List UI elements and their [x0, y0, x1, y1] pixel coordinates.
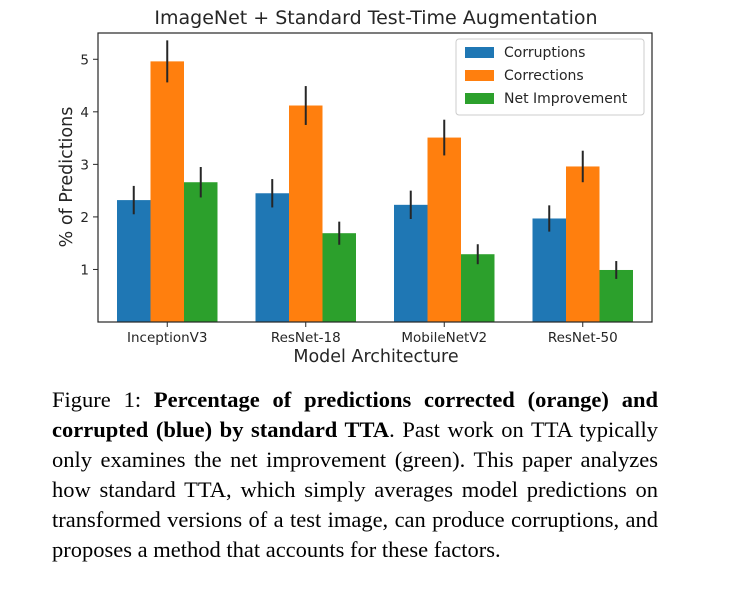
x-tick-label: MobileNetV2 — [401, 330, 487, 346]
x-tick-label: ResNet-18 — [271, 330, 341, 346]
bar — [566, 166, 600, 322]
bar — [117, 200, 151, 322]
bar — [532, 218, 566, 322]
legend-swatch — [465, 93, 494, 104]
caption-bold-text: Percentage of predictions corrected (ora… — [52, 387, 658, 442]
figure-caption: Figure 1: Percentage of predictions corr… — [52, 385, 658, 565]
y-axis-label: % of Predictions — [57, 107, 77, 248]
caption-body-text: . Past work on TTA typically only examin… — [52, 417, 658, 562]
plot-frame — [97, 32, 653, 323]
y-tick-label: 3 — [80, 157, 89, 173]
x-tick-label: InceptionV3 — [127, 330, 208, 346]
plot-area: 1 2 3 4 5 InceptionV3 ResNet-18 MobileNetV2 ResN… — [80, 32, 653, 346]
legend-swatch — [465, 70, 494, 81]
x-axis-label: Model Architecture — [293, 347, 458, 367]
bar — [289, 105, 323, 322]
bar — [150, 61, 184, 323]
y-tick-label: 4 — [80, 105, 89, 121]
legend-label: Corrections — [504, 68, 584, 84]
bar — [255, 193, 289, 322]
chart-title: ImageNet + Standard Test-Time Augmentati… — [154, 7, 597, 29]
y-tick-label: 5 — [80, 52, 89, 68]
legend-label: Net Improvement — [504, 91, 628, 107]
legend: Corruptions Corrections Net Improvement — [455, 38, 645, 116]
bar — [394, 204, 428, 322]
bar — [322, 233, 356, 322]
bar — [184, 182, 218, 322]
bar-chart: ImageNet + Standard Test-Time Augmentati… — [57, 7, 653, 367]
x-tick-label: ResNet-50 — [548, 330, 618, 346]
legend-label: Corruptions — [504, 45, 585, 61]
y-tick-label: 1 — [80, 262, 89, 278]
legend-swatch — [465, 47, 494, 58]
bar — [461, 254, 495, 322]
bar — [427, 137, 461, 322]
caption-label: Figure 1: — [52, 387, 154, 412]
legend-box — [455, 38, 645, 116]
y-tick-label: 2 — [80, 210, 89, 226]
